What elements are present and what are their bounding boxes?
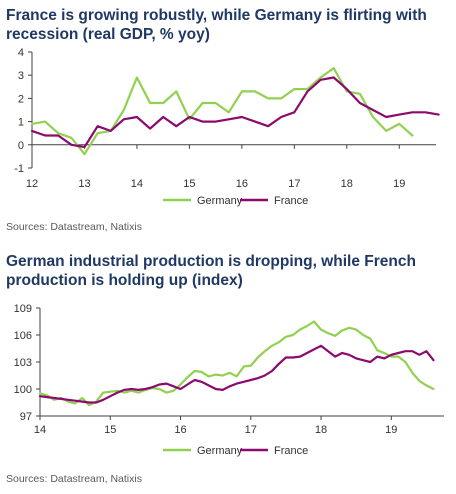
gdp-chart-source: Sources: Datastream, Natixis (6, 221, 142, 233)
x-tick-label: 19 (385, 424, 397, 436)
x-tick-label: 17 (245, 424, 257, 436)
y-tick-label: -1 (14, 163, 24, 175)
x-tick-label: 18 (315, 424, 327, 436)
y-tick-label: 2 (18, 93, 24, 105)
y-tick-label: 103 (14, 357, 32, 369)
series-line-france (38, 344, 435, 404)
y-tick-label: 100 (14, 384, 32, 396)
x-tick-label: 15 (104, 424, 116, 436)
x-tick-label: 17 (288, 178, 300, 190)
x-tick-label: 19 (393, 178, 405, 190)
legend-label-germany: Germany (197, 445, 243, 457)
x-tick-label: 18 (341, 178, 353, 190)
series-line-germany (38, 320, 435, 407)
gdp-chart-block: France is growing robustly, while German… (0, 0, 456, 240)
ip-chart-title: German industrial production is dropping… (6, 253, 416, 289)
series-line-france (30, 76, 440, 149)
y-tick-label: 1 (18, 117, 24, 129)
legend-label-germany: Germany (197, 195, 243, 207)
y-tick-label: 97 (20, 411, 32, 423)
gdp-chart-title: France is growing robustly, while German… (6, 7, 427, 43)
ip-chart-block: German industrial production is dropping… (0, 248, 456, 494)
y-tick-label: 109 (14, 303, 32, 315)
x-tick-label: 16 (174, 424, 186, 436)
legend-label-france: France (274, 195, 308, 207)
ip-chart-source: Sources: Datastream, Natixis (6, 473, 142, 485)
x-tick-label: 12 (26, 178, 38, 190)
x-tick-label: 14 (34, 424, 46, 436)
y-tick-label: 0 (18, 140, 24, 152)
legend-label-france: France (274, 445, 308, 457)
y-tick-label: 4 (18, 47, 24, 59)
x-tick-label: 15 (183, 178, 195, 190)
y-tick-label: 3 (18, 70, 24, 82)
y-tick-label: 106 (14, 330, 32, 342)
x-tick-label: 16 (236, 178, 248, 190)
gdp-chart: 4 3 2 1 0 -112 13 14 15 16 17 18 19 Germany France (14, 47, 440, 207)
x-tick-label: 13 (78, 178, 90, 190)
x-tick-label: 14 (131, 178, 143, 190)
